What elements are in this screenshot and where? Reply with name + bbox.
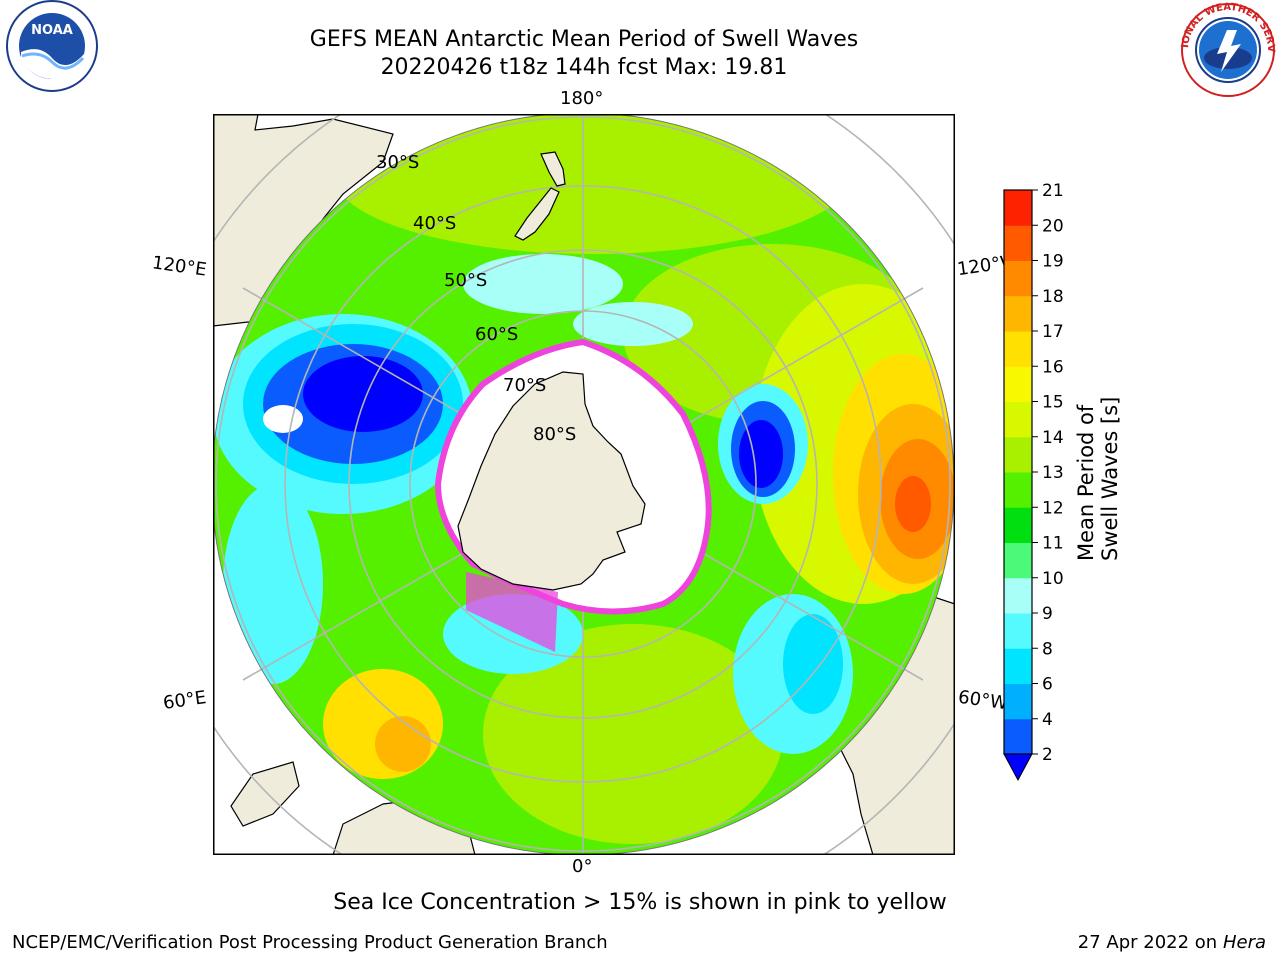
colorbar-tick-label: 21: [1042, 181, 1064, 201]
parallel-label-60s: 60°S: [475, 324, 519, 345]
colorbar-tick-label: 12: [1042, 498, 1064, 518]
colorbar-band: [1004, 683, 1032, 720]
colorbar-band: [1004, 366, 1032, 402]
new-zealand: [514, 151, 566, 241]
colorbar-band: [1004, 436, 1032, 473]
noaa-logo: NOAA: [0, 0, 105, 100]
colorbar-tick-label: 13: [1042, 463, 1064, 483]
colorbar-band: [1004, 613, 1032, 649]
colorbar-label: Mean Period of Swell Waves [s]: [1074, 396, 1122, 561]
colorbar-tick-label: 20: [1042, 216, 1064, 236]
polar-map: [213, 114, 955, 855]
meridian-label-120e: 120°E: [150, 252, 208, 281]
colorbar-tick-label: 15: [1042, 393, 1064, 413]
colorbar-tick-label: 17: [1042, 322, 1064, 342]
parallel-label-80s: 80°S: [533, 424, 577, 445]
colorbar-band: [1004, 718, 1032, 755]
colorbar-tick-label: 18: [1042, 287, 1064, 307]
parallel-label-70s: 70°S: [503, 375, 547, 396]
colorbar-tick-label: 8: [1042, 639, 1053, 659]
colorbar-tick-label: 11: [1042, 534, 1064, 554]
colorbar-band: [1004, 577, 1032, 614]
colorbar-band: [1004, 507, 1032, 543]
sea-ice-caption: Sea Ice Concentration > 15% is shown in …: [333, 890, 947, 915]
map-title: GEFS MEAN Antarctic Mean Period of Swell…: [309, 27, 859, 52]
antarctica-landmass: [457, 371, 646, 591]
footer-host: Hera: [1222, 932, 1266, 953]
parallel-label-40s: 40°S: [413, 213, 457, 234]
map-subtitle: 20220426 t18z 144h fcst Max: 19.81: [380, 55, 788, 80]
colorbar: 2 4 6 8 9 10 11 12 13 14 15 16 17 18 19 20 21: [990, 180, 1120, 790]
colorbar-band: [1004, 648, 1032, 684]
svg-text:NOAA: NOAA: [31, 23, 73, 38]
colorbar-band: [1004, 260, 1032, 297]
colorbar-band: [1004, 225, 1032, 261]
national-weather-service-logo: NATIONAL WEATHER SERVICE: [1171, 0, 1280, 100]
parallel-label-50s: 50°S: [444, 270, 488, 291]
parallel-label-30s: 30°S: [376, 152, 420, 173]
colorbar-band: [1004, 542, 1032, 579]
colorbar-tick-label: 9: [1042, 604, 1053, 624]
meridian-label-0: 0°: [572, 856, 593, 877]
colorbar-band: [1004, 331, 1032, 367]
colorbar-tick-label: 4: [1042, 710, 1053, 730]
colorbar-ticks: 2 4 6 8 9 10 11 12 13 14 15 16 17 18 19 20 21: [1032, 181, 1064, 765]
colorbar-band: [1004, 401, 1032, 438]
meridian-label-60e: 60°E: [161, 687, 208, 714]
footer-branch: NCEP/EMC/Verification Post Processing Pr…: [12, 932, 608, 953]
footer-date-text: 27 Apr 2022 on: [1077, 932, 1218, 953]
colorbar-bands: [1004, 190, 1032, 755]
footer-date: 27 Apr 2022 on Hera: [1078, 932, 1266, 953]
colorbar-tick-label: 16: [1042, 357, 1064, 377]
colorbar-band: [1004, 472, 1032, 508]
colorbar-band: [1004, 295, 1032, 332]
colorbar-tick-label: 10: [1042, 569, 1064, 589]
colorbar-tick-label: 19: [1042, 252, 1064, 272]
colorbar-under-arrow: [1003, 753, 1033, 782]
meridian-label-180: 180°: [560, 88, 604, 109]
colorbar-band: [1004, 190, 1032, 226]
colorbar-tick-label: 14: [1042, 428, 1064, 448]
colorbar-tick-label: 6: [1042, 675, 1053, 695]
colorbar-tick-label: 2: [1042, 745, 1053, 765]
